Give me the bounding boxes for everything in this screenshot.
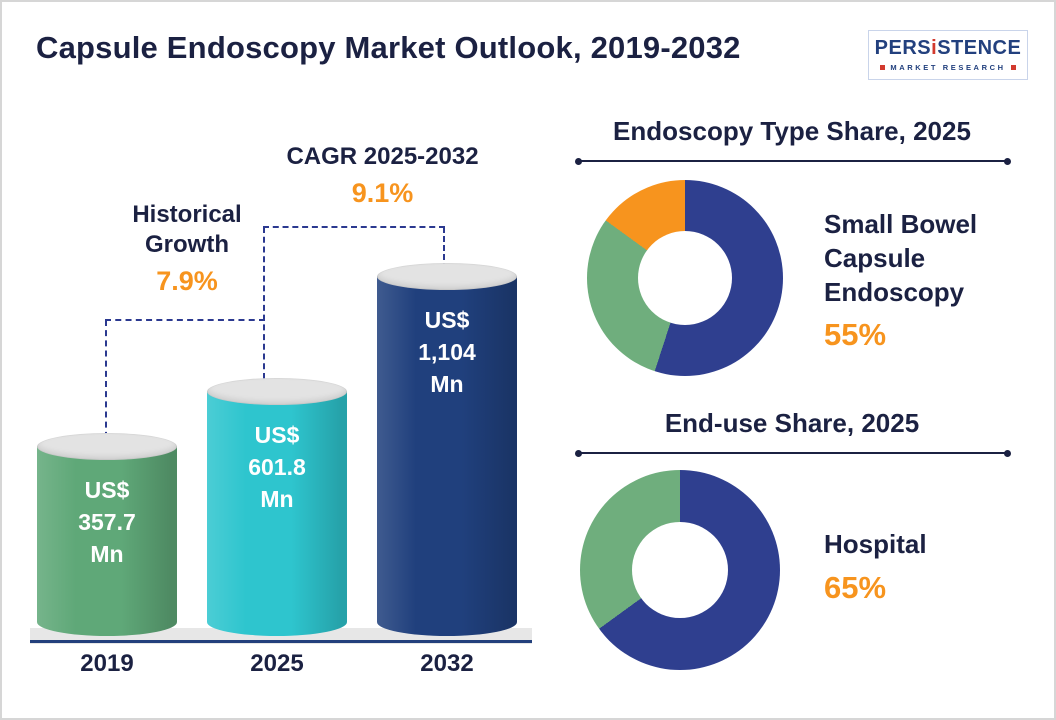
logo-accent-square-icon: [880, 65, 886, 70]
logo-wordmark-part: STENCE: [937, 37, 1022, 59]
bar-shading: [207, 391, 347, 636]
annotation-line: [263, 226, 445, 228]
highlight-label: Hospital: [824, 529, 927, 559]
page-title: Capsule Endoscopy Market Outlook, 2019-2…: [36, 30, 741, 65]
brand-logo: PERSiSTENCE MARKET RESEARCH: [868, 30, 1028, 80]
bar-top-ellipse: [207, 378, 347, 405]
historical-growth-label: Historical Growth: [132, 201, 242, 258]
section-divider: [575, 449, 1011, 457]
logo-accent-square-icon: [1010, 65, 1016, 70]
chart-baseline: [30, 640, 532, 643]
endoscopy-type-highlight: Small Bowel Capsule Endoscopy 55%: [824, 208, 1039, 353]
bar-shading: [377, 276, 517, 636]
end-use-highlight: Hospital 65%: [824, 528, 1039, 606]
endoscopy-type-donut: [587, 180, 783, 376]
highlight-value: 65%: [824, 569, 887, 605]
cagr-label: CAGR 2025-2032: [286, 143, 479, 170]
bar-value-label: US$ 357.7 Mn: [78, 477, 136, 568]
annotation-line: [443, 227, 445, 269]
bar-top-ellipse: [377, 263, 517, 290]
axis-label-2032: 2032: [420, 650, 474, 677]
donut-hole: [632, 522, 728, 618]
section-title-endoscopy-type: Endoscopy Type Share, 2025: [613, 116, 971, 146]
annotation-line: [105, 319, 265, 321]
bar-2019: US$ 357.7 Mn: [37, 433, 177, 636]
cagr-value: 9.1%: [351, 178, 414, 208]
highlight-label: Small Bowel Capsule Endoscopy: [824, 209, 978, 307]
axis-label-2025: 2025: [250, 650, 304, 677]
historical-growth-value: 7.9%: [156, 266, 218, 296]
logo-wordmark-part: PERS: [874, 37, 932, 59]
end-use-donut: [580, 470, 780, 670]
annotation-line: [263, 227, 265, 379]
logo-subtitle: MARKET RESEARCH: [873, 63, 1023, 72]
bar-shading: [37, 446, 177, 636]
section-divider: [575, 157, 1011, 165]
bar-value-label: US$ 601.8 Mn: [248, 422, 306, 513]
logo-subtitle-text: MARKET RESEARCH: [890, 63, 1006, 72]
annotation-line: [105, 320, 107, 448]
logo-wordmark: PERSiSTENCE: [873, 37, 1023, 60]
donut-hole: [637, 230, 733, 326]
bar-2032: US$ 1,104 Mn: [377, 263, 517, 636]
section-title-end-use: End-use Share, 2025: [664, 408, 920, 438]
bar-value-label: US$ 1,104 Mn: [418, 307, 476, 398]
bar-2025: US$ 601.8 Mn: [207, 378, 347, 636]
bar-top-ellipse: [37, 433, 177, 460]
axis-label-2019: 2019: [80, 650, 134, 677]
logo-wordmark-accent: i: [931, 37, 938, 59]
highlight-value: 55%: [824, 317, 887, 353]
